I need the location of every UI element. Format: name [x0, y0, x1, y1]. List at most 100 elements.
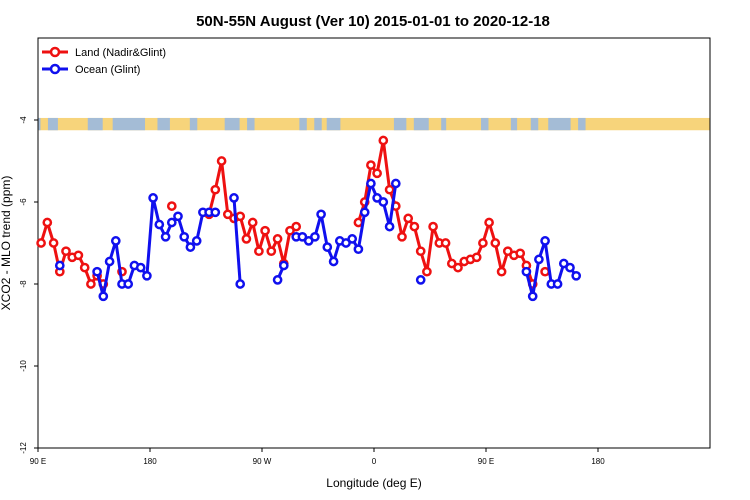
data-point-land	[366, 160, 376, 170]
x-tick-label: 90 E	[30, 457, 46, 466]
data-point-land	[478, 238, 488, 248]
band-land	[38, 117, 710, 131]
data-point-land	[73, 250, 84, 261]
y-tick-label: -4	[19, 116, 28, 124]
data-point-ocean	[384, 221, 395, 232]
data-point-land	[446, 258, 457, 269]
band-ocean-segment	[157, 117, 170, 131]
band-ocean-segment	[112, 117, 146, 131]
data-point-land	[79, 262, 90, 273]
data-point-land	[291, 221, 302, 232]
data-point-ocean	[353, 244, 364, 255]
band-ocean-segment	[314, 117, 322, 131]
data-point-ocean	[328, 256, 339, 267]
data-point-land	[471, 252, 482, 263]
data-point-land	[247, 217, 258, 228]
data-point-ocean	[341, 238, 351, 248]
y-tick-label: -6	[19, 198, 28, 206]
data-point-land	[515, 248, 526, 259]
legend-label-land: Land (Nadir&Glint)	[75, 47, 166, 59]
band-ocean-segment	[326, 117, 341, 131]
x-tick-label: 180	[143, 457, 157, 466]
data-point-ocean	[322, 242, 333, 252]
data-point-ocean	[359, 207, 370, 218]
data-point-land	[216, 156, 227, 166]
legend: Land (Nadir&Glint) Ocean (Glint)	[42, 46, 166, 76]
series-ocean-line	[232, 197, 242, 285]
data-point-ocean	[278, 260, 289, 271]
data-point-land	[241, 234, 252, 244]
x-tick-label: 180	[591, 457, 605, 466]
data-point-ocean	[235, 279, 246, 289]
series-layer	[36, 135, 582, 302]
data-point-land	[422, 266, 432, 277]
band-ocean-segment	[47, 117, 58, 131]
y-tick-label: -8	[19, 280, 28, 288]
data-point-land	[397, 231, 407, 242]
data-point-ocean	[415, 275, 426, 285]
band-ocean-segment	[413, 117, 429, 131]
data-point-ocean	[552, 279, 563, 289]
data-point-ocean	[185, 242, 196, 252]
y-tick-label: -12	[19, 442, 28, 454]
data-point-land	[166, 201, 177, 211]
data-point-ocean	[316, 209, 326, 220]
data-point-ocean	[303, 236, 314, 246]
chart-title: 50N-55N August (Ver 10) 2015-01-01 to 20…	[196, 13, 550, 30]
data-point-ocean	[123, 279, 134, 289]
data-point-ocean	[54, 260, 65, 271]
band-ocean-segment	[393, 117, 407, 131]
data-point-ocean	[98, 291, 109, 302]
band-ocean-segment	[530, 117, 539, 131]
y-axis: -4 -6 -8 -10 -12	[19, 116, 38, 454]
data-point-land	[372, 168, 382, 179]
data-point-ocean	[104, 256, 115, 267]
land-ocean-band	[38, 117, 710, 131]
data-point-ocean	[390, 178, 401, 189]
x-axis: 90 E 180 90 W 0 90 E 180	[30, 448, 605, 466]
x-axis-label: Longitude (deg E)	[326, 476, 421, 490]
data-point-ocean	[210, 207, 221, 218]
legend-label-ocean: Ocean (Glint)	[75, 64, 140, 76]
x-tick-label: 0	[372, 457, 377, 466]
band-ocean-segment	[87, 117, 103, 131]
data-point-land	[540, 266, 550, 277]
y-tick-label: -10	[19, 360, 28, 372]
data-point-land	[403, 213, 414, 224]
data-point-land	[254, 246, 264, 257]
band-ocean-segment	[481, 117, 489, 131]
data-point-ocean	[142, 270, 152, 281]
data-point-ocean	[558, 258, 569, 269]
data-point-ocean	[92, 266, 102, 277]
legend-marker-ocean	[49, 63, 61, 75]
data-point-land	[378, 135, 389, 146]
data-point-ocean	[110, 236, 121, 246]
data-point-land	[42, 217, 53, 228]
data-point-ocean	[297, 231, 308, 242]
band-ocean-segment	[510, 117, 518, 131]
data-point-land	[260, 225, 270, 236]
band-ocean-segment	[299, 117, 307, 131]
data-point-ocean	[540, 236, 550, 246]
x-tick-label: 90 W	[253, 457, 272, 466]
data-point-ocean	[310, 231, 320, 242]
data-point-land	[272, 234, 283, 244]
data-point-ocean	[347, 234, 358, 244]
data-point-land	[384, 184, 395, 195]
data-point-land	[496, 266, 507, 277]
data-point-ocean	[366, 178, 376, 189]
band-ocean-segment	[548, 117, 571, 131]
data-point-ocean	[166, 217, 177, 228]
band-ocean-segment	[441, 117, 447, 131]
data-point-land	[440, 238, 451, 248]
data-point-land	[409, 221, 420, 232]
band-ocean-segment	[38, 117, 41, 131]
data-point-ocean	[372, 193, 382, 203]
data-point-ocean	[229, 193, 239, 203]
series-land	[36, 135, 550, 289]
legend-marker-land	[49, 46, 61, 58]
data-point-land	[415, 246, 426, 257]
data-point-ocean	[378, 197, 389, 207]
data-point-ocean	[534, 254, 544, 265]
